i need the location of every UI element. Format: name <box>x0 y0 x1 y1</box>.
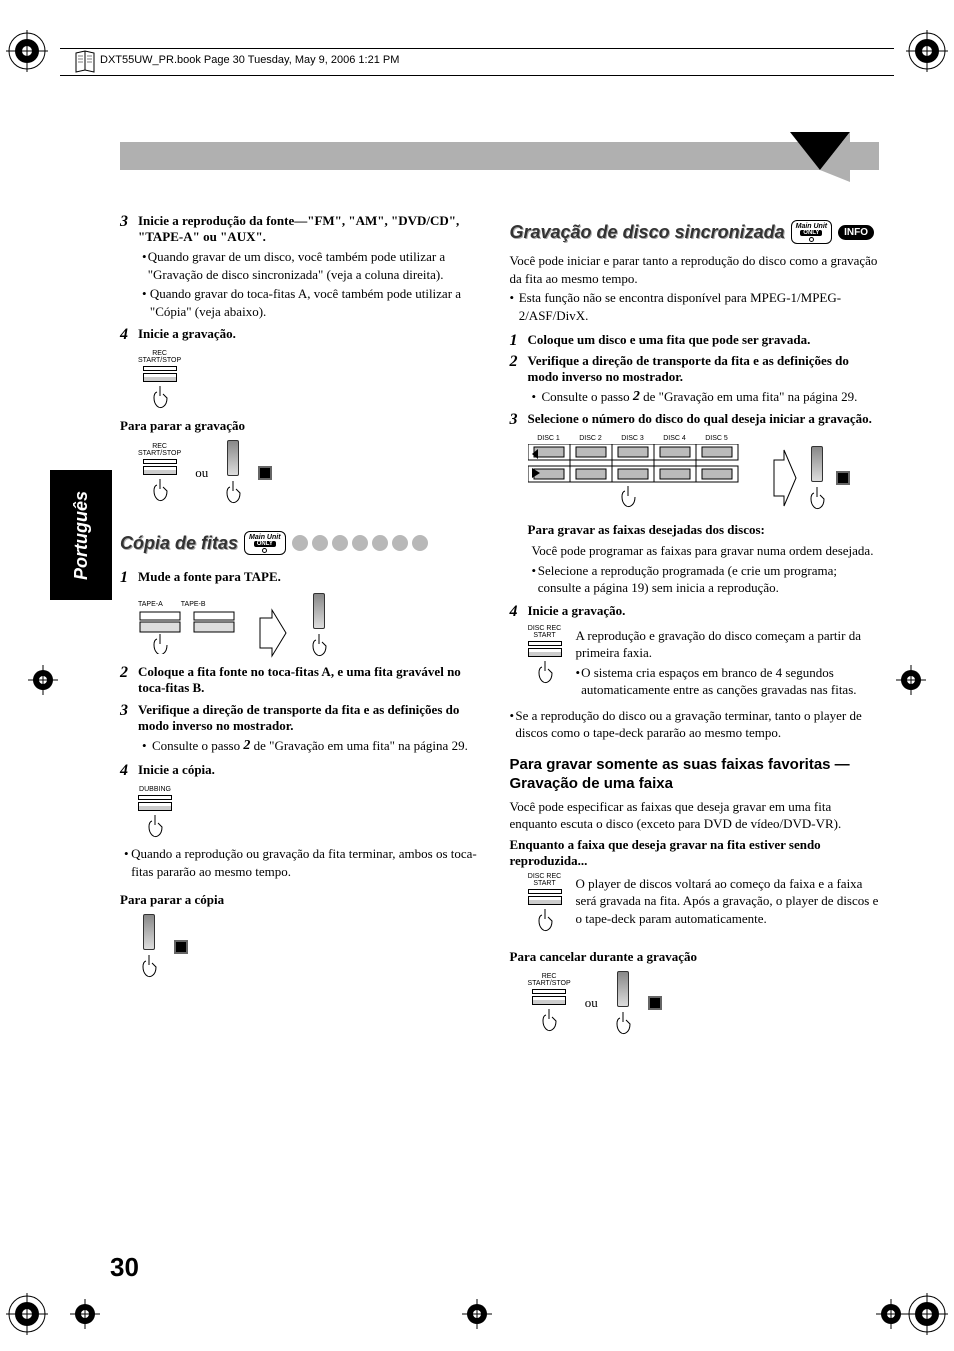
registration-mark-icon <box>906 30 948 72</box>
stop-icon <box>258 466 272 480</box>
step-number: 3 <box>120 702 138 734</box>
step-text: Verifique a direção de transporte da fit… <box>138 702 490 734</box>
crop-mark-icon <box>896 665 926 695</box>
page-number: 30 <box>110 1252 139 1283</box>
disc-selector-diagram: DISC 1 DISC 2 DISC 3 DISC 4 DISC 5 <box>528 435 880 514</box>
arrow-right-icon <box>258 608 288 658</box>
or-label: ou <box>195 465 208 481</box>
stop-icon <box>648 996 662 1010</box>
remote-icon <box>806 446 828 511</box>
paragraph: Você pode especificar as faixas que dese… <box>510 798 880 833</box>
step-text: Coloque um disco e uma fita que pode ser… <box>528 332 880 350</box>
remote-stop-icon <box>138 914 160 979</box>
bullet-text: Se a reprodução do disco ou a gravação t… <box>515 707 879 742</box>
remote-stop-icon <box>222 440 244 505</box>
dubbing-button-icon: DUBBING <box>138 786 172 839</box>
disc-rec-start-button-icon: DISC REC START <box>528 625 562 701</box>
bullet-text: O sistema cria espaços em branco de 4 se… <box>581 664 879 699</box>
crop-mark-icon <box>70 1299 100 1329</box>
registration-mark-icon <box>6 1293 48 1335</box>
language-tab-label: Português <box>71 490 92 579</box>
paragraph: Você pode iniciar e parar tanto a reprod… <box>510 252 880 287</box>
finger-press-icon <box>149 384 171 410</box>
step-text: Mude a fonte para TAPE. <box>138 569 490 587</box>
bullet-text: Quando gravar de um disco, você também p… <box>148 248 490 283</box>
step-text: Inicie a reprodução da fonte—"FM", "AM",… <box>138 213 490 245</box>
tape-buttons-icon: TAPE-ATAPE-B <box>138 601 238 658</box>
or-label: ou <box>585 995 598 1011</box>
step-number: 4 <box>510 603 528 621</box>
arrow-right-icon <box>772 448 798 508</box>
section-title: Cópia de fitas <box>120 533 238 554</box>
main-unit-only-badge: Main Unit ONLY <box>244 531 286 555</box>
bullet-text: Esta função não se encontra disponível p… <box>519 289 879 324</box>
step-number: 2 <box>510 353 528 385</box>
decorative-dots <box>292 535 428 551</box>
bullet-text: Consulte o passo 2 de "Gravação em uma f… <box>152 737 468 756</box>
step-number: 4 <box>120 762 138 780</box>
info-badge: INFO <box>838 225 874 240</box>
step-text: Inicie a gravação. <box>138 326 490 344</box>
bullet-text: Selecione a reprodução programada (e cri… <box>538 562 879 597</box>
paragraph: Você pode programar as faixas para grava… <box>532 542 880 560</box>
bold-lead: Enquanto a faixa que deseja gravar na fi… <box>510 837 880 869</box>
rec-start-stop-button-icon: REC START/STOP <box>138 443 181 503</box>
stop-icon <box>836 471 850 485</box>
registration-mark-icon <box>6 30 48 72</box>
remote-icon <box>308 593 330 658</box>
crop-mark-icon <box>28 665 58 695</box>
rec-start-stop-button-icon: REC START/STOP <box>138 350 181 410</box>
language-tab: Português <box>50 470 112 600</box>
step-text: Verifique a direção de transporte da fit… <box>528 353 880 385</box>
subheading: Para parar a gravação <box>120 418 490 434</box>
bullet-text: Consulte o passo 2 de "Gravação em uma f… <box>542 388 858 407</box>
right-column: Gravação de disco sincronizada Main Unit… <box>510 130 880 1251</box>
bullet-text: Quando a reprodução ou gravação da fita … <box>131 845 489 880</box>
paragraph: A reprodução e gravação do disco começam… <box>576 627 880 662</box>
section-title: Gravação de disco sincronizada <box>510 222 785 243</box>
step-number: 4 <box>120 326 138 344</box>
step-number: 3 <box>120 213 138 245</box>
subheading: Para parar a cópia <box>120 892 490 908</box>
step-text: Selecione o número do disco do qual dese… <box>528 411 880 429</box>
main-unit-only-badge: Main Unit ONLY <box>791 220 833 244</box>
step-text: Coloque a fita fonte no toca-fitas A, e … <box>138 664 490 696</box>
remote-stop-icon <box>612 971 634 1036</box>
step-number: 1 <box>510 332 528 350</box>
header-file-info: DXT55UW_PR.book Page 30 Tuesday, May 9, … <box>100 54 399 66</box>
left-column: 3 Inicie a reprodução da fonte—"FM", "AM… <box>120 130 490 1251</box>
bullet-text: Quando gravar do toca-fitas A, você tamb… <box>150 285 490 320</box>
step-number: 1 <box>120 569 138 587</box>
step-text: Inicie a cópia. <box>138 762 490 780</box>
subheading: Para cancelar durante a gravação <box>510 949 880 965</box>
book-icon <box>74 50 96 74</box>
subsection-heading: Para gravar somente as suas faixas favor… <box>510 756 880 794</box>
disc-rec-start-button-icon: DISC REC START <box>528 873 562 933</box>
crop-mark-icon <box>462 1299 492 1329</box>
crop-mark-icon <box>876 1299 906 1329</box>
step-text: Inicie a gravação. <box>528 603 880 621</box>
paragraph: O player de discos voltará ao começo da … <box>576 875 880 931</box>
step-number: 3 <box>510 411 528 429</box>
rec-start-stop-button-icon: REC START/STOP <box>528 973 571 1033</box>
subheading: Para gravar as faixas desejadas dos disc… <box>528 522 880 538</box>
registration-mark-icon <box>906 1293 948 1335</box>
step-number: 2 <box>120 664 138 696</box>
stop-icon <box>174 940 188 954</box>
